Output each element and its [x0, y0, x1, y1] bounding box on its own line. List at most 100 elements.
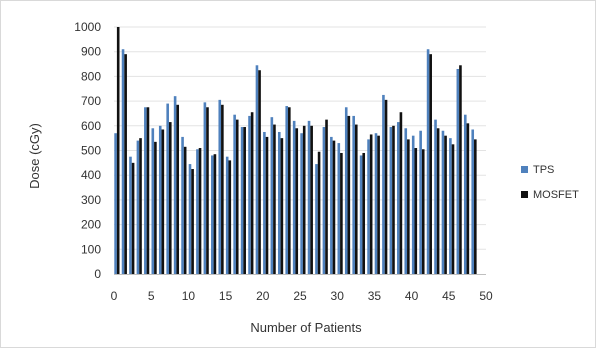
bar-tps-22	[277, 131, 281, 274]
bar-tps-47	[463, 114, 467, 274]
bar-mosfet-36	[384, 99, 388, 275]
bar-mosfet-42	[429, 54, 432, 274]
y-tick-labels: 0 100 200 300 400 500 600 700 800 900 1000	[74, 20, 101, 281]
legend-label-tps: TPS	[533, 164, 554, 176]
bar-tps-1	[121, 49, 125, 275]
bar-mosfet-1	[124, 54, 127, 274]
y-tick-label: 1000	[74, 20, 101, 34]
bar-mosfet-30	[340, 152, 343, 274]
x-tick-label: 50	[479, 289, 493, 303]
bar-mosfet-5	[154, 141, 157, 274]
y-tick-label: 0	[94, 267, 101, 281]
bar-tps-40	[411, 135, 415, 274]
bar-mosfet-11	[198, 148, 202, 274]
bar-mosfet-43	[436, 128, 440, 274]
bar-mosfet-37	[392, 125, 395, 274]
bar-mosfet-7	[168, 122, 172, 274]
bar-tps-4	[144, 107, 147, 275]
y-tick-label: 300	[81, 193, 101, 207]
bar-mosfet-18	[250, 112, 254, 274]
bar-tps-46	[456, 68, 460, 275]
bar-tps-12	[203, 102, 207, 274]
legend-label-mosfet: MOSFET	[533, 189, 579, 201]
y-tick-label: 500	[81, 144, 101, 158]
bar-tps-19	[255, 65, 259, 274]
bar-tps-38	[397, 122, 400, 274]
bar-chart: 0 100 200 300 400 500 600 700 800 900 1000 0 5 10 15 2…	[27, 20, 579, 335]
x-tick-label: 0	[111, 289, 118, 303]
bar-tps-16	[233, 114, 236, 274]
y-tick-label: 100	[81, 242, 101, 256]
x-tick-label: 30	[331, 289, 345, 303]
bar-tps-41	[419, 130, 422, 274]
bar-tps-26	[307, 120, 311, 274]
bar-tps-5	[151, 128, 155, 274]
bar-tps-0	[114, 133, 117, 274]
bar-mosfet-17	[243, 127, 246, 274]
x-tick-label: 15	[219, 289, 233, 303]
bar-tps-29	[330, 136, 333, 274]
bar-tps-43	[434, 119, 437, 275]
x-tick-label: 45	[442, 289, 456, 303]
bar-mosfet-0	[116, 27, 120, 274]
y-tick-label: 400	[81, 168, 101, 182]
x-tick-label: 40	[405, 289, 419, 303]
x-tick-labels: 0 5 10 15 20 25 30 35 40 45 50	[111, 289, 493, 303]
bar-tps-45	[449, 138, 452, 274]
bar-mosfet-2	[131, 162, 135, 274]
bar-tps-25	[300, 133, 303, 274]
y-axis-title: Dose (cGy)	[27, 123, 42, 189]
bar-tps-31	[344, 107, 348, 275]
x-tick-label: 35	[368, 289, 382, 303]
y-tick-label: 900	[81, 45, 101, 59]
bar-mosfet-3	[139, 138, 142, 274]
bar-mosfet-39	[407, 139, 410, 274]
bar-mosfet-14	[221, 104, 224, 274]
bar-mosfet-28	[325, 119, 328, 275]
bar-mosfet-6	[161, 129, 165, 274]
bar-tps-15	[225, 156, 229, 274]
bar-mosfet-44	[444, 135, 447, 274]
x-tick-label: 5	[148, 289, 155, 303]
bar-mosfet-34	[369, 134, 373, 274]
legend-swatch-tps	[521, 166, 528, 173]
bar-mosfet-23	[288, 107, 291, 275]
bar-mosfet-15	[228, 160, 232, 274]
bar-mosfet-35	[377, 135, 380, 274]
x-tick-label: 10	[182, 289, 196, 303]
bar-tps-35	[374, 133, 378, 274]
bar-tps-23	[285, 106, 289, 274]
bar-tps-8	[173, 96, 177, 274]
y-tick-label: 600	[81, 119, 101, 133]
bar-mosfet-25	[302, 125, 306, 274]
y-tick-label: 800	[81, 69, 101, 83]
y-tick-label: 700	[81, 94, 101, 108]
bar-mosfet-31	[347, 115, 351, 274]
x-tick-label: 25	[293, 289, 307, 303]
bar-tps-2	[129, 156, 132, 274]
bar-mosfet-48	[474, 139, 477, 274]
bar-tps-34	[367, 139, 370, 274]
bar-mosfet-13	[213, 154, 217, 274]
bar-mosfet-21	[273, 124, 276, 274]
bar-mosfet-16	[235, 119, 239, 275]
x-axis-title: Number of Patients	[250, 320, 362, 335]
bar-mosfet-24	[295, 128, 299, 274]
bar-tps-18	[248, 115, 251, 274]
bar-mosfet-26	[310, 125, 313, 274]
bar-mosfet-45	[451, 144, 455, 274]
bar-mosfet-29	[332, 140, 336, 274]
bar-mosfet-10	[191, 169, 194, 274]
bar-tps-39	[404, 128, 408, 274]
bar-mosfet-27	[317, 151, 321, 274]
y-tick-label: 200	[81, 218, 101, 232]
bar-mosfet-47	[466, 123, 470, 274]
bar-tps-3	[136, 140, 140, 274]
bar-mosfet-9	[183, 146, 187, 274]
bar-mosfet-41	[421, 149, 425, 274]
bar-mosfet-33	[362, 152, 366, 274]
bar-mosfet-22	[280, 138, 284, 274]
bar-tps-36	[382, 94, 385, 275]
bar-tps-6	[158, 125, 162, 274]
bar-tps-21	[270, 117, 274, 274]
